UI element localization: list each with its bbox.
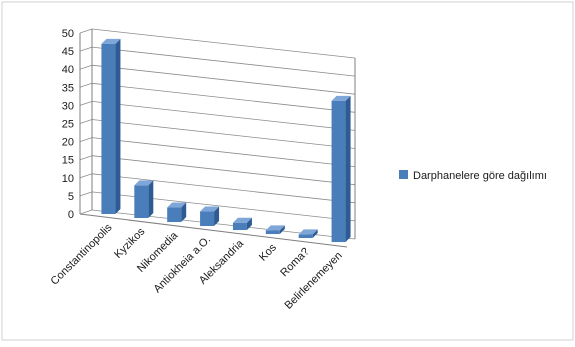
chart-area-border bbox=[1, 1, 574, 341]
gridline bbox=[91, 173, 356, 204]
bar-top bbox=[298, 229, 318, 235]
bar-front bbox=[232, 222, 247, 231]
bar-8 bbox=[331, 95, 351, 243]
side-gridline bbox=[79, 191, 93, 197]
bar-top bbox=[167, 202, 187, 208]
side-gridline bbox=[79, 46, 93, 52]
y-tick-label: 20 bbox=[62, 137, 74, 149]
gridline bbox=[91, 101, 356, 131]
gridline bbox=[91, 137, 356, 167]
bar-top bbox=[200, 206, 220, 212]
y-tick-label: 0 bbox=[68, 209, 74, 221]
bar-top bbox=[134, 180, 154, 186]
y-tick-label: 50 bbox=[62, 28, 74, 40]
bars bbox=[101, 38, 351, 243]
bar-side bbox=[279, 225, 285, 235]
bar-1 bbox=[101, 38, 121, 215]
bar-front bbox=[134, 185, 149, 219]
bar-side bbox=[214, 206, 220, 227]
side-gridline bbox=[79, 64, 93, 70]
bar-front bbox=[265, 230, 280, 235]
bar-front bbox=[331, 100, 346, 243]
legend-swatch bbox=[399, 170, 408, 179]
gridline bbox=[91, 28, 356, 59]
side-gridline bbox=[79, 209, 93, 215]
bar-front bbox=[101, 43, 116, 215]
y-tick-labels: 0 5 10 15 20 25 30 35 40 45 50 bbox=[62, 28, 74, 221]
gridline bbox=[91, 82, 356, 113]
bar-side bbox=[181, 202, 187, 223]
bar-5 bbox=[232, 217, 252, 231]
side-gridline bbox=[79, 137, 93, 142]
bar-side bbox=[115, 38, 121, 215]
gridline bbox=[91, 155, 356, 186]
bar-top bbox=[265, 225, 285, 231]
bar-top bbox=[232, 217, 252, 223]
bar-side bbox=[345, 95, 351, 243]
bar-4 bbox=[200, 206, 220, 227]
side-gridline bbox=[79, 119, 93, 124]
y-tick-label: 10 bbox=[62, 173, 74, 185]
legend-label: Darphanelere göre dağılımı bbox=[413, 170, 547, 182]
x-axis-line bbox=[79, 213, 348, 248]
bar-top bbox=[331, 95, 351, 101]
bar-side bbox=[246, 217, 252, 231]
axes bbox=[79, 29, 356, 248]
y-tick-label: 25 bbox=[62, 119, 74, 131]
bar-7 bbox=[298, 229, 318, 239]
gridline bbox=[91, 119, 356, 149]
bar-front bbox=[200, 211, 215, 227]
y-tick-label: 15 bbox=[62, 155, 74, 167]
y-tick-label: 45 bbox=[62, 46, 74, 58]
side-gridline bbox=[79, 173, 93, 179]
bar-2 bbox=[134, 180, 154, 219]
side-gridline bbox=[79, 28, 93, 34]
y-tick-label: 30 bbox=[62, 100, 74, 112]
bar-side bbox=[312, 229, 318, 239]
side-gridline bbox=[79, 82, 93, 88]
gridline bbox=[91, 64, 356, 95]
bar-front bbox=[167, 207, 182, 223]
y-tick-label: 5 bbox=[68, 191, 74, 203]
bar-side bbox=[148, 180, 154, 219]
bar-6 bbox=[265, 225, 285, 235]
gridline bbox=[91, 46, 356, 77]
y-tick-label: 40 bbox=[62, 64, 74, 76]
side-gridline bbox=[79, 101, 93, 106]
y-tick-label: 35 bbox=[62, 82, 74, 94]
bar-top bbox=[101, 38, 121, 44]
bar-front bbox=[298, 234, 313, 239]
bar-3 bbox=[167, 202, 187, 223]
legend: Darphanelere göre dağılımı bbox=[399, 170, 547, 182]
side-gridline bbox=[79, 155, 93, 161]
